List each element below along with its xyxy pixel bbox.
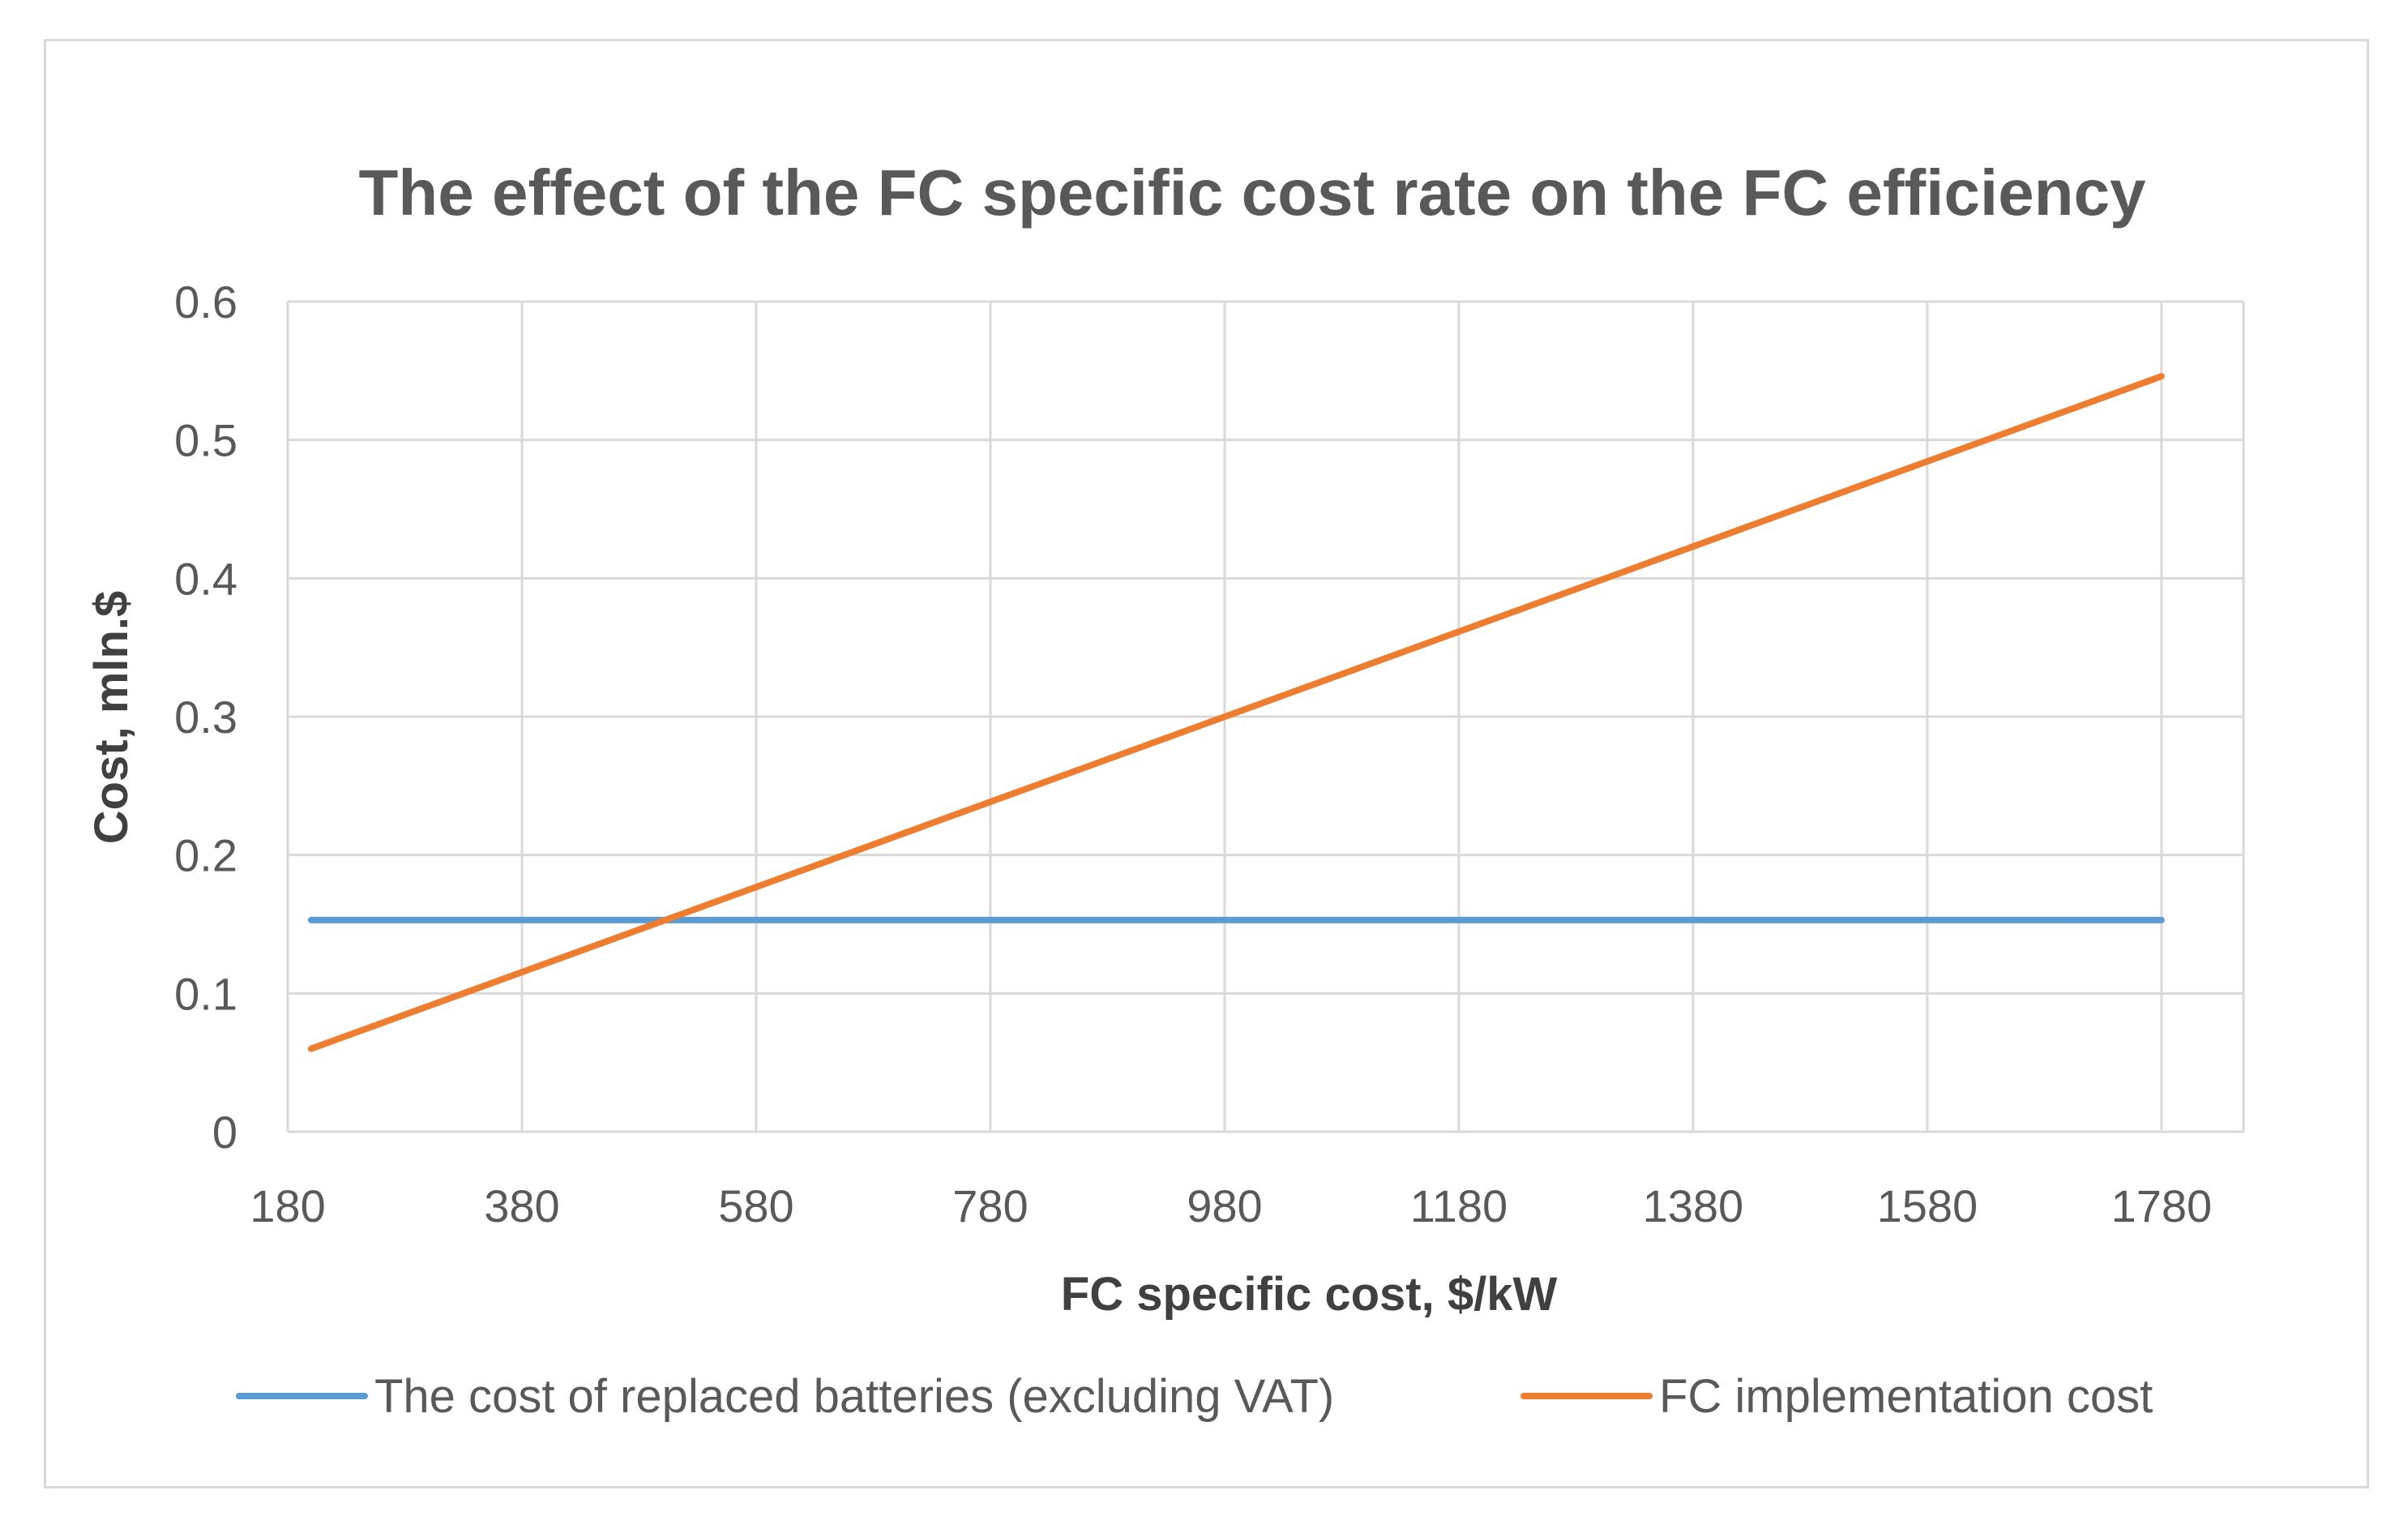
y-axis-title: Cost, mln.$ <box>85 591 138 845</box>
x-tick-label: 1380 <box>1643 1180 1744 1231</box>
y-tick-label: 0.3 <box>174 692 237 743</box>
y-tick-label: 0.1 <box>174 968 237 1019</box>
series-lines <box>307 373 2165 1052</box>
x-axis-title: FC specific cost, $/kW <box>1061 1268 1558 1321</box>
x-tick-label: 980 <box>1187 1180 1262 1231</box>
x-tick-label: 780 <box>952 1180 1028 1231</box>
series-line-fc-implementation <box>307 373 2165 1052</box>
tick-labels: 0 0.1 0.2 0.3 0.4 0.5 0.6 180 380 580 780 980 1180 13… <box>174 276 2212 1231</box>
legend: The cost of replaced batteries (excludin… <box>236 1370 2153 1423</box>
y-tick-label: 0.6 <box>174 276 237 328</box>
x-tick-label: 1780 <box>2111 1180 2213 1231</box>
legend-label-batteries: The cost of replaced batteries (excludin… <box>374 1370 1334 1423</box>
y-tick-label: 0.5 <box>174 415 237 466</box>
legend-label-fc-implementation: FC implementation cost <box>1659 1370 2153 1423</box>
y-tick-label: 0.2 <box>174 830 237 881</box>
chart-frame <box>44 39 2369 1488</box>
x-tick-label: 1180 <box>1410 1180 1508 1231</box>
x-tick-label: 580 <box>718 1180 793 1231</box>
y-tick-label: 0.4 <box>174 553 237 604</box>
grid <box>286 300 2245 1133</box>
x-tick-label: 180 <box>250 1180 325 1231</box>
x-tick-label: 380 <box>484 1180 559 1231</box>
x-tick-label: 1580 <box>1877 1180 1978 1231</box>
y-tick-label: 0 <box>212 1107 237 1158</box>
chart-title: The effect of the FC specific cost rate … <box>359 156 2146 229</box>
